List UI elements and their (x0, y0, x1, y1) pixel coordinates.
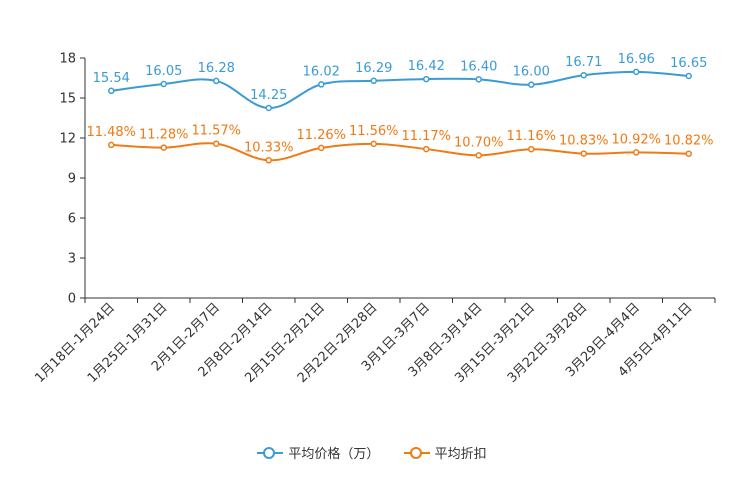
y-tick-label: 6 (68, 212, 76, 227)
data-label-discount: 10.82% (664, 134, 714, 149)
series-layer: 15.54 16.05 16.28 14.25 16.02 16.29 16.42 16.40… (86, 52, 714, 164)
data-point-discount (213, 140, 220, 147)
data-point-discount (528, 145, 535, 153)
data-label-price: 16.05 (145, 64, 182, 79)
data-point-price (213, 77, 220, 85)
series-line-discount (111, 142, 689, 162)
data-point-discount (265, 157, 272, 164)
data-label-price: 16.28 (198, 61, 235, 76)
data-label-price: 16.29 (355, 61, 392, 76)
data-point-price (475, 76, 482, 83)
data-label-price: 16.96 (618, 52, 655, 67)
data-label-price: 16.71 (565, 55, 602, 70)
data-label-discount: 11.16% (506, 129, 556, 144)
legend-item-price[interactable]: 平均价格（万） (257, 443, 379, 462)
y-tick-label: 18 (59, 52, 76, 67)
y-tick-label: 0 (68, 292, 76, 307)
data-label-discount: 10.92% (611, 132, 661, 147)
data-label-price: 15.54 (93, 71, 130, 86)
y-tick-label: 15 (59, 92, 76, 107)
legend-item-discount[interactable]: 平均折扣 (403, 443, 487, 462)
data-point-discount (580, 150, 587, 157)
data-label-discount: 10.70% (454, 135, 504, 150)
data-point-discount (108, 141, 115, 149)
legend-swatch-discount (403, 446, 430, 460)
series-price: 15.54 16.05 16.28 14.25 16.02 16.29 16.42 16.40… (93, 52, 707, 112)
data-label-discount: 11.56% (349, 124, 399, 139)
data-label-price: 16.42 (408, 59, 445, 74)
data-point-discount (475, 152, 482, 159)
legend-swatch-price (257, 446, 284, 460)
legend-marker-discount-icon (409, 446, 422, 459)
data-label-discount: 11.17% (401, 129, 451, 144)
data-point-price (423, 75, 430, 83)
series-discount: 11.48% 11.28% 11.57%10.33%11.26% 11.56% 11.1… (86, 124, 714, 164)
data-point-price (265, 104, 272, 112)
data-point-discount (423, 145, 430, 153)
data-label-price: 16.00 (513, 65, 550, 80)
data-label-discount: 11.48% (86, 125, 136, 140)
data-label-price: 16.02 (303, 64, 340, 79)
y-tick-label: 3 (68, 252, 76, 267)
data-point-discount (370, 140, 377, 148)
data-point-price (633, 68, 640, 76)
data-label-discount: 11.26% (296, 128, 346, 143)
legend-label-discount: 平均折扣 (434, 447, 487, 462)
y-tick-label: 12 (59, 132, 76, 147)
data-point-price (528, 81, 535, 88)
data-point-discount (633, 149, 640, 156)
data-label-discount: 10.33% (244, 140, 294, 155)
data-point-price (685, 72, 692, 80)
data-point-price (580, 71, 587, 79)
data-label-discount: 10.83% (559, 134, 609, 149)
legend-marker-price-icon (263, 446, 276, 459)
data-point-price (318, 81, 325, 88)
data-point-discount (160, 144, 167, 151)
data-point-discount (318, 144, 325, 152)
data-point-price (160, 80, 167, 88)
axes: 03691215181月18日-1月24日1月25日-1月31日2月1日-2月7… (32, 52, 716, 386)
data-point-price (108, 87, 115, 95)
legend-label-price: 平均价格（万） (288, 447, 380, 462)
legend: 平均价格（万） 平均折扣 (0, 443, 744, 464)
y-tick-label: 9 (68, 172, 76, 187)
data-label-price: 14.25 (250, 88, 287, 103)
data-label-discount: 11.57% (191, 124, 241, 139)
data-label-discount: 11.28% (139, 128, 189, 143)
data-label-price: 16.65 (670, 56, 707, 71)
data-point-price (370, 77, 377, 85)
series-line-price (111, 70, 689, 110)
data-label-price: 16.40 (460, 59, 497, 74)
data-point-discount (685, 150, 692, 157)
